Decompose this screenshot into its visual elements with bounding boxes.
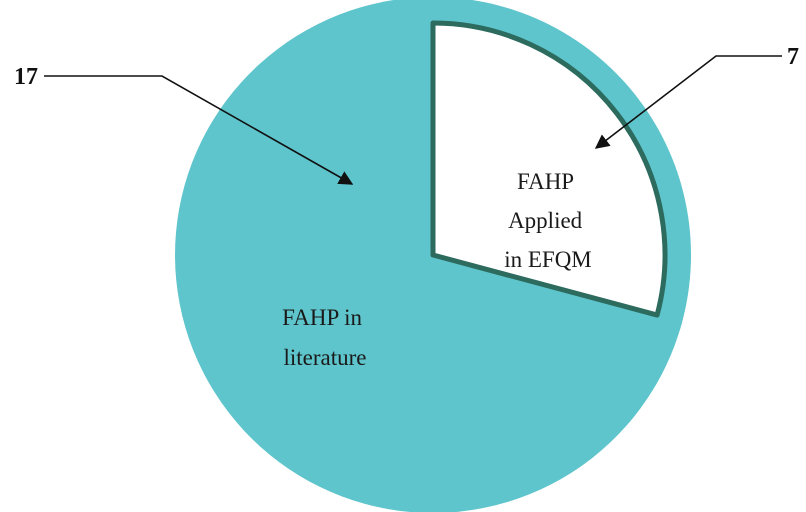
slice-label-line: in EFQM [504,247,592,272]
pie-slice-fahp-in-literature [175,0,683,512]
pie-slice-fahp-applied-in-efqm [430,20,668,318]
slice-label-fahp-applied-in-efqm: FAHP Applied in EFQM [504,169,592,272]
slice-label-line: literature [283,345,366,370]
value-label-17: 17 [14,64,38,90]
callout-arrow-17 [44,75,354,185]
callout-arrow-7 [594,55,782,149]
slice-label-line: Applied [508,208,583,233]
slice-label-line: FAHP in [282,305,362,330]
slice-label-fahp-in-literature: FAHP in literature [282,305,368,370]
value-label-7: 7 [787,44,799,70]
slice-label-line: FAHP [517,169,573,194]
